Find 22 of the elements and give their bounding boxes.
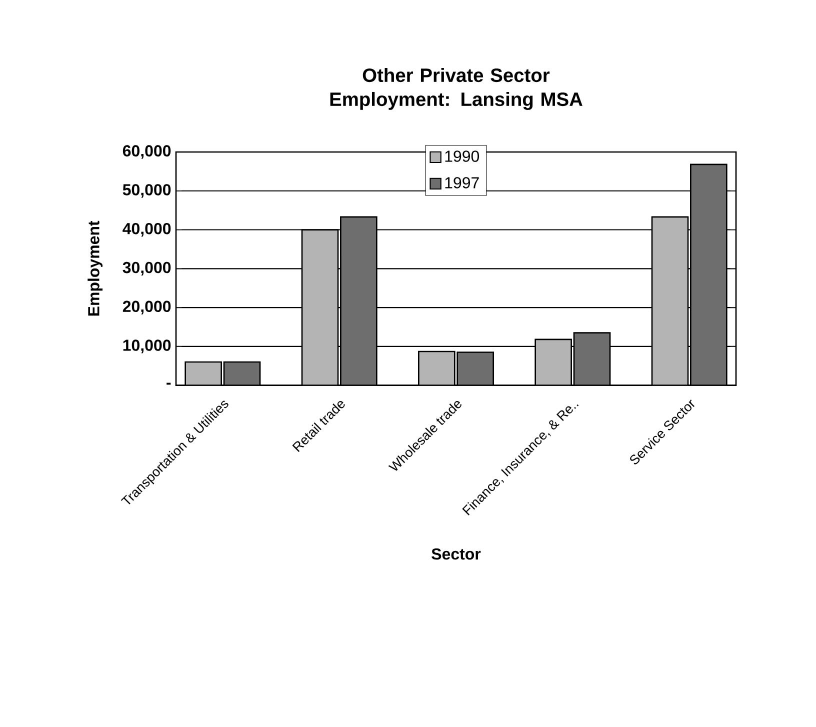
bar xyxy=(651,216,689,386)
bar xyxy=(690,164,728,386)
bar xyxy=(223,361,261,386)
bar xyxy=(184,361,222,386)
bar xyxy=(418,350,456,386)
y-tick-label: 30,000 xyxy=(122,262,171,276)
y-tick-label: 60,000 xyxy=(122,145,171,159)
bar xyxy=(340,216,378,386)
legend-label: 1990 xyxy=(445,150,480,162)
bar xyxy=(534,338,572,386)
x-axis-title: Sector xyxy=(432,548,481,560)
bar xyxy=(456,352,494,386)
y-tick-label: 50,000 xyxy=(122,184,171,198)
chart-title: Other Private Sector Employment: Lansing MSA xyxy=(330,68,582,110)
y-tick-label: 40,000 xyxy=(122,223,171,237)
y-axis-title: Employment xyxy=(88,221,103,316)
bar xyxy=(301,229,339,386)
legend-label: 1997 xyxy=(445,177,479,189)
y-tick-label: 10,000 xyxy=(123,340,171,354)
y-tick-label: 20,000 xyxy=(122,300,171,315)
y-tick-label: - xyxy=(166,382,171,385)
bar xyxy=(573,332,611,386)
